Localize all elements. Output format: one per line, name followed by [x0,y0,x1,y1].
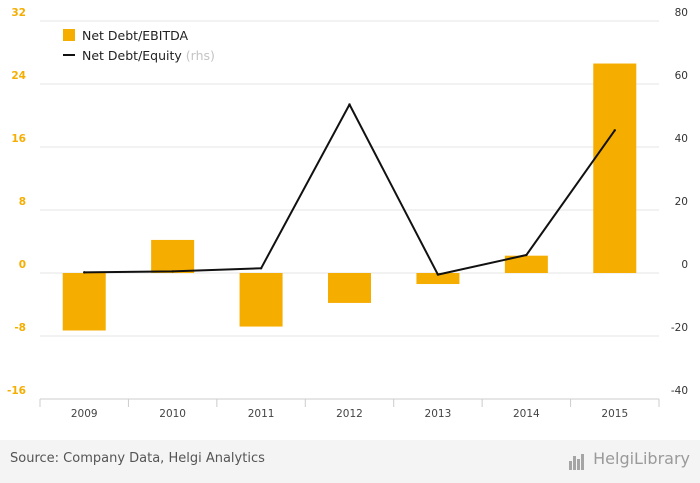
left-axis-tick-label: 32 [11,7,26,19]
chart-gridlines [40,20,659,337]
bar [504,255,548,273]
legend-label-text: Net Debt/Equity [82,48,182,63]
bar [151,239,195,273]
line-point [171,270,174,273]
x-axis-tick-label: 2010 [159,408,186,420]
bar-series-net-debt-ebitda [62,63,637,331]
x-axis-tick-label: 2015 [601,408,628,420]
bar [62,273,106,331]
x-axis-tick-label: 2014 [513,408,540,420]
source-note: Source: Company Data, Helgi Analytics [10,451,265,466]
left-axis-tick-label: 16 [11,133,26,145]
legend-label-net-debt-equity: Net Debt/Equity (rhs) [82,48,215,63]
left-axis-ticks: -16 -8 0 8 16 24 32 [7,7,26,397]
left-axis-tick-label: 24 [11,70,26,82]
right-axis-tick-label: -20 [671,322,688,334]
left-axis-tick-label: 8 [19,196,26,208]
bar [239,273,283,327]
right-axis-tick-label: 40 [675,133,688,145]
line-point [525,253,528,257]
line-series-net-debt-equity [83,103,616,276]
left-axis-tick-label: -8 [14,322,26,334]
right-axis-tick-label: 20 [675,196,688,208]
bar [328,273,371,303]
line-point [83,271,86,274]
legend-label-net-debt-ebitda: Net Debt/EBITDA [82,28,188,43]
x-axis-tick-label: 2013 [425,408,452,420]
brand-name: HelgiLibrary [593,449,690,468]
x-axis: 2009 2010 2011 2012 2013 2014 2015 [39,398,660,420]
library-icon [569,451,589,470]
bar [593,63,637,274]
legend-marker-bar [63,29,75,41]
right-axis-ticks: -40 -20 0 20 40 60 80 [671,7,688,397]
left-axis-tick-label: 0 [19,259,26,271]
right-axis-tick-label: 0 [681,259,688,271]
x-axis-tick-label: 2011 [248,408,275,420]
legend-label-suffix: (rhs) [186,48,215,63]
x-axis-tick-label: 2012 [336,408,363,420]
right-axis-tick-label: 80 [675,7,688,19]
brand-logo: HelgiLibrary [569,449,690,470]
line-point [613,129,616,132]
line-point [436,273,440,276]
x-axis-tick-label: 2009 [71,408,98,420]
bar [416,273,460,285]
line-point [348,103,351,106]
left-axis-tick-label: -16 [7,385,26,397]
legend: Net Debt/EBITDA Net Debt/Equity (rhs) [63,28,215,63]
right-axis-tick-label: -40 [671,385,688,397]
right-axis-tick-label: 60 [675,70,688,82]
line-point [259,267,263,270]
footer: Source: Company Data, Helgi Analytics He… [0,440,700,483]
